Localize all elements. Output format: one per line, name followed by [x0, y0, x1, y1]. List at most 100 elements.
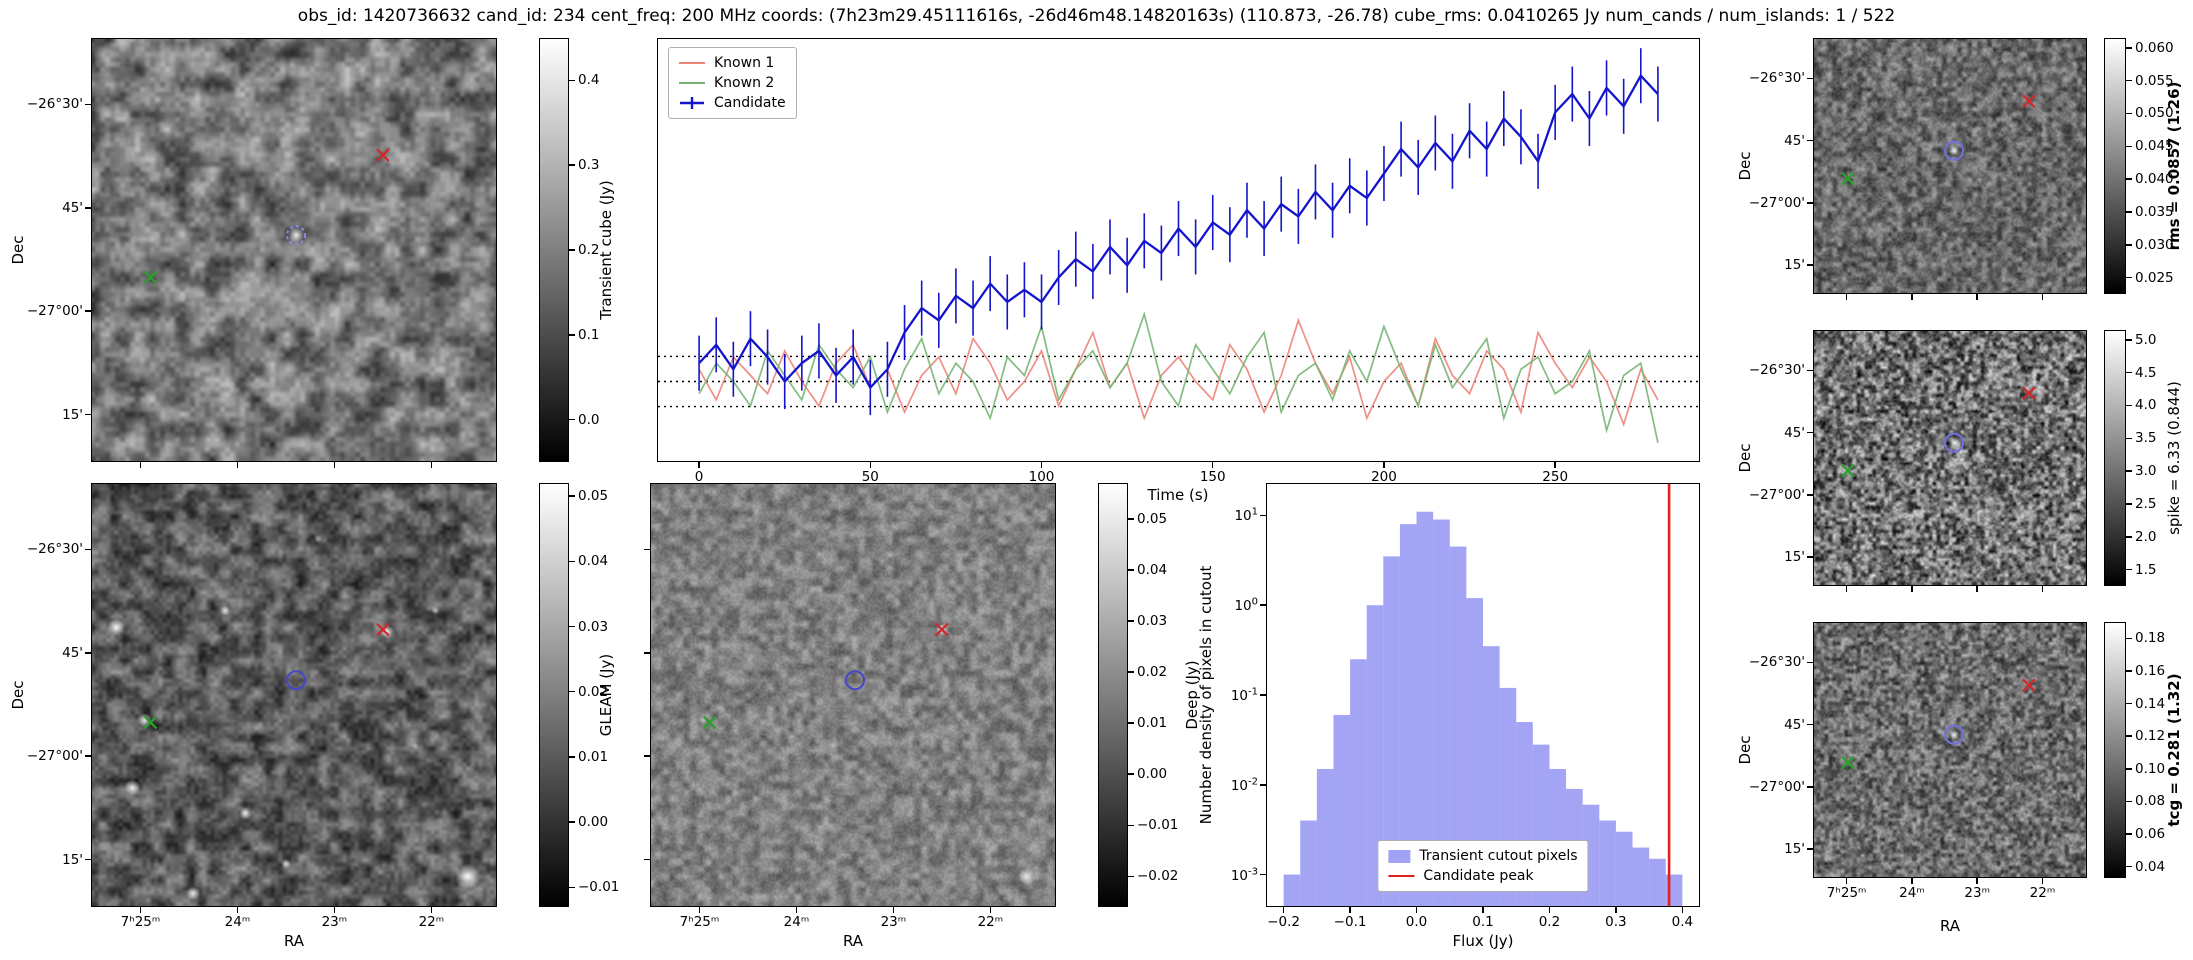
- colorbar-tick-label: 0.1: [578, 326, 600, 343]
- flux-tick-mark: [1349, 906, 1351, 913]
- ra-tick-label: 23ᵐ: [1964, 885, 1990, 901]
- flux-tick-label: 0.0: [1405, 914, 1428, 930]
- candidate-circle-marker: [1944, 432, 1965, 453]
- ra-tick-mark: [1845, 585, 1848, 592]
- spike-colorbar-gradient: [2104, 330, 2126, 586]
- transient-colorbar-label: Transient cube (Jy): [597, 180, 615, 320]
- candidate-circle-marker: [286, 670, 307, 691]
- colorbar-tick-label: −0.01: [578, 879, 620, 896]
- hist-y-tick-mark: [1260, 604, 1267, 606]
- colorbar-tick-label: 4.0: [2135, 397, 2157, 414]
- ra-tick-mark: [236, 461, 239, 468]
- histogram-bar: [1599, 820, 1616, 906]
- line-swatch: [679, 62, 705, 64]
- green-x-marker: [1841, 171, 1855, 186]
- colorbar-tick-label: 0.04: [2135, 858, 2166, 875]
- time-tick-mark: [869, 461, 872, 468]
- histogram-bar: [1416, 511, 1434, 906]
- tcg-cutout-image: [1814, 623, 2086, 877]
- flux-tick-label: −0.1: [1333, 914, 1367, 930]
- tcg-colorbar: 0.18 0.16 0.14 0.12 0.10 0.08 0.06 0.04: [2104, 622, 2165, 878]
- ra-tick-label: 7ʰ25ᵐ: [120, 914, 161, 930]
- dec-tick-mark: [85, 207, 92, 209]
- ra-tick-mark: [236, 906, 239, 913]
- colorbar-tick-label: 0.01: [578, 748, 609, 765]
- legend-label: Candidate: [714, 95, 786, 111]
- transient-cube-cutout-panel: −26°30' 45' −27°00' 15': [27, 38, 497, 468]
- colorbar-tick-label: 5.0: [2135, 331, 2157, 348]
- ra-tick-label: 7ʰ25ᵐ: [679, 914, 720, 930]
- dec-axis-label-rms: Dec: [1736, 151, 1754, 181]
- colorbar-tick-mark: [2126, 79, 2132, 82]
- legend-item: Known 1: [679, 53, 786, 73]
- patch-swatch: [1388, 849, 1411, 863]
- dec-tick-label: 45': [1784, 424, 1805, 441]
- green-x-marker: [143, 270, 158, 285]
- dec-tick-mark: [85, 755, 92, 757]
- dec-tick-label: 15': [62, 406, 83, 423]
- colorbar-tick-mark: [569, 495, 575, 497]
- dec-tick-mark: [1807, 848, 1814, 850]
- colorbar-tick-mark: [2126, 371, 2132, 374]
- green-x-marker: [1841, 755, 1855, 770]
- rms-cutout-panel: −26°30' 45' −27°00' 15': [1749, 38, 2087, 300]
- colorbar-tick-label: 0.16: [2135, 662, 2166, 679]
- colorbar-tick-label: 2.5: [2135, 495, 2157, 512]
- ra-tick-mark: [139, 461, 142, 468]
- deep-colorbar: 0.05 0.04 0.03 0.02 0.01 0.00 −0.01 −0.02: [1098, 483, 1178, 907]
- dec-tick-mark: [85, 548, 92, 551]
- colorbar-tick-mark: [2126, 404, 2132, 407]
- dec-axis-label-gleam: Dec: [9, 680, 27, 710]
- candidate-circle-marker: [1944, 140, 1965, 161]
- histogram-bar: [1300, 820, 1317, 906]
- colorbar-tick-mark: [1128, 620, 1134, 622]
- legend-item: Transient cutout pixels: [1388, 846, 1578, 866]
- dec-tick-label: 45': [1784, 716, 1805, 733]
- dec-tick-mark: [1807, 786, 1814, 788]
- gleam-cutout-panel: −26°30' 45' −27°00' 15' 7ʰ25ᵐ 24ᵐ 23ᵐ 22ᵐ: [27, 483, 497, 930]
- dec-tick-mark: [644, 652, 651, 654]
- ra-tick-mark: [892, 906, 895, 913]
- colorbar-tick-mark: [2126, 865, 2132, 868]
- colorbar-tick-label: 0.18: [2135, 630, 2166, 647]
- transient-marker-overlay: [143, 148, 390, 285]
- ra-axis-label-tcg: RA: [1939, 917, 1961, 935]
- ra-tick-mark: [333, 906, 336, 913]
- colorbar-tick-mark: [2126, 339, 2132, 341]
- ra-tick-mark: [1976, 293, 1978, 300]
- colorbar-tick-label: 0.03: [578, 618, 609, 635]
- colorbar-tick-label: −0.01: [1137, 817, 1179, 834]
- dec-tick-label: −26°30': [1748, 70, 1805, 87]
- colorbar-tick-label: 0.030: [2135, 236, 2174, 253]
- colorbar-tick-mark: [1128, 569, 1134, 571]
- ra-tick-mark: [1976, 585, 1978, 592]
- hist-y-tick-label: 10-1: [1230, 686, 1258, 704]
- gleam-cutout-image: [92, 484, 496, 906]
- colorbar-tick-label: 0.02: [578, 683, 609, 700]
- colorbar-tick-label: 0.0: [578, 411, 600, 428]
- colorbar-tick-mark: [2126, 568, 2132, 571]
- red-x-marker: [2022, 678, 2036, 693]
- colorbar-tick-mark: [2126, 211, 2132, 213]
- time-tick-label: 250: [1542, 469, 1569, 485]
- histogram-bar: [1316, 768, 1334, 906]
- dec-tick-mark: [1807, 139, 1814, 142]
- dec-tick-label: −27°00': [1748, 194, 1805, 211]
- ra-tick-mark: [2041, 293, 2044, 300]
- colorbar-tick-label: 0.055: [2135, 72, 2174, 89]
- histogram-bar: [1466, 598, 1483, 906]
- flux-tick-mark: [1615, 906, 1617, 913]
- colorbar-tick-label: 0.045: [2135, 138, 2174, 155]
- colorbar-tick-mark: [2126, 833, 2132, 835]
- colorbar-tick-mark: [2126, 536, 2132, 538]
- dec-tick-label: 45': [62, 644, 83, 661]
- histogram-bar: [1433, 519, 1450, 906]
- hist-y-tick-mark: [1260, 784, 1267, 786]
- time-tick-mark: [1211, 461, 1214, 468]
- dec-tick-mark: [644, 755, 651, 757]
- colorbar-tick-label: 3.5: [2135, 430, 2157, 447]
- colorbar-tick-label: 0.08: [2135, 793, 2166, 810]
- red-x-marker: [376, 148, 390, 162]
- colorbar-tick-mark: [2126, 178, 2132, 180]
- dec-tick-mark: [1807, 77, 1814, 80]
